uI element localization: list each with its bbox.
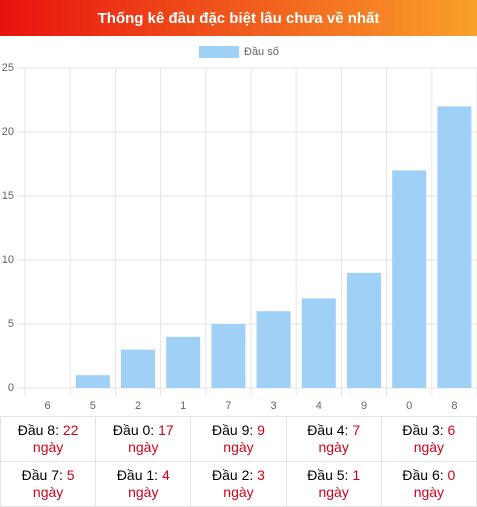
cell-unit: ngày bbox=[128, 484, 159, 500]
bar bbox=[347, 272, 381, 388]
cell-value: 6 bbox=[447, 422, 456, 438]
table-cell: Đầu 8: 22 ngày bbox=[0, 416, 97, 462]
cell-label: Đầu 8: bbox=[17, 422, 59, 438]
x-tick-label: 3 bbox=[271, 400, 277, 412]
x-tick-label: 4 bbox=[316, 400, 322, 412]
cell-label: Đầu 6: bbox=[402, 467, 444, 483]
cell-value: 5 bbox=[66, 467, 75, 483]
cell-unit: ngày bbox=[32, 439, 64, 455]
cell-label: Đầu 1: bbox=[116, 467, 159, 483]
x-tick-label: 5 bbox=[90, 400, 96, 412]
cell-value: 1 bbox=[352, 467, 361, 483]
table-row: Đầu 8: 22 ngày Đầu 0: 17 ngày Đầu 9: 9 ngày Đầ… bbox=[0, 416, 477, 462]
cell-value: 22 bbox=[62, 422, 79, 438]
y-tick-label: 5 bbox=[8, 318, 14, 330]
bar bbox=[301, 298, 336, 388]
header-title: Thống kê đầu đặc biệt lâu chưa về nhất bbox=[0, 0, 477, 36]
bar bbox=[392, 170, 427, 388]
cell-label: Đầu 3: bbox=[402, 422, 444, 438]
cell-label: Đầu 2: bbox=[212, 467, 254, 483]
cell-unit: ngày bbox=[32, 484, 64, 500]
table-cell: Đầu 9: 9 ngày bbox=[190, 416, 287, 462]
cell-value: 7 bbox=[352, 422, 361, 438]
table-cell: Đầu 0: 17 ngày bbox=[95, 416, 192, 462]
table-cell: Đầu 4: 7 ngày bbox=[285, 416, 382, 462]
bar bbox=[75, 375, 110, 388]
summary-table: Đầu 8: 22 ngày Đầu 0: 17 ngày Đầu 9: 9 ngày Đầ… bbox=[0, 416, 477, 507]
cell-value: 17 bbox=[158, 422, 174, 438]
cell-line: Đầu 9: 9 bbox=[191, 422, 285, 439]
cell-value: 0 bbox=[447, 467, 456, 483]
table-cell: Đầu 2: 3 ngày bbox=[190, 461, 287, 507]
cell-line: Đầu 7: 5 bbox=[1, 467, 95, 484]
x-tick-label: 6 bbox=[45, 400, 51, 412]
cell-unit: ngày bbox=[318, 484, 349, 500]
cell-unit: ngày bbox=[413, 439, 445, 455]
table-cell: Đầu 1: 4 ngày bbox=[95, 461, 192, 507]
cell-value: 9 bbox=[257, 422, 265, 438]
table-cell: Đầu 3: 6 ngày bbox=[380, 416, 477, 462]
x-tick-label: 2 bbox=[135, 400, 141, 412]
x-tick-label: 0 bbox=[406, 400, 412, 412]
x-tick-label: 9 bbox=[361, 400, 367, 412]
bar bbox=[211, 324, 246, 388]
cell-line: Đầu 2: 3 bbox=[191, 467, 285, 484]
chart: Đầu số 0 5 10 15 20 25 6 5 2 1 7 3 4 9 0 8 bbox=[2, 46, 477, 412]
cell-label: Đầu 5: bbox=[307, 467, 349, 483]
y-tick-label: 0 bbox=[8, 382, 14, 394]
cell-label: Đầu 7: bbox=[21, 467, 63, 483]
bar bbox=[256, 311, 291, 388]
bar bbox=[437, 106, 472, 389]
y-tick-label: 25 bbox=[2, 62, 14, 74]
legend-label: Đầu số bbox=[244, 46, 279, 58]
cell-label: Đầu 9: bbox=[212, 422, 254, 438]
x-tick-label: 1 bbox=[180, 400, 186, 412]
y-tick-label: 10 bbox=[2, 254, 14, 266]
cell-label: Đầu 4: bbox=[307, 422, 349, 438]
cell-value: 4 bbox=[161, 467, 170, 483]
legend-swatch bbox=[199, 46, 239, 58]
cell-unit: ngày bbox=[223, 439, 254, 455]
y-tick-label: 15 bbox=[2, 190, 14, 202]
cell-line: Đầu 8: 22 bbox=[1, 422, 95, 439]
cell-label: Đầu 0: bbox=[112, 422, 155, 438]
bar bbox=[121, 349, 155, 388]
table-cell: Đầu 7: 5 ngày bbox=[0, 461, 97, 507]
cell-unit: ngày bbox=[413, 484, 445, 500]
cell-unit: ngày bbox=[223, 484, 254, 500]
table-cell: Đầu 5: 1 ngày bbox=[285, 461, 382, 507]
cell-unit: ngày bbox=[318, 439, 349, 455]
cell-value: 3 bbox=[257, 467, 265, 483]
x-tick-label: 8 bbox=[451, 400, 457, 412]
cell-unit: ngày bbox=[128, 439, 159, 455]
x-tick-label: 7 bbox=[225, 400, 231, 412]
table-row: Đầu 7: 5 ngày Đầu 1: 4 ngày Đầu 2: 3 ngày Đầu … bbox=[0, 461, 477, 507]
cell-line: Đầu 0: 17 bbox=[96, 422, 190, 439]
cell-line: Đầu 3: 6 bbox=[382, 422, 476, 439]
y-tick-label: 20 bbox=[2, 126, 14, 138]
table-cell: Đầu 6: 0 ngày bbox=[380, 461, 477, 507]
cell-line: Đầu 6: 0 bbox=[382, 467, 476, 484]
cell-line: Đầu 5: 1 bbox=[287, 467, 381, 484]
cell-line: Đầu 1: 4 bbox=[96, 467, 190, 484]
bar bbox=[166, 336, 201, 388]
cell-line: Đầu 4: 7 bbox=[287, 422, 381, 439]
